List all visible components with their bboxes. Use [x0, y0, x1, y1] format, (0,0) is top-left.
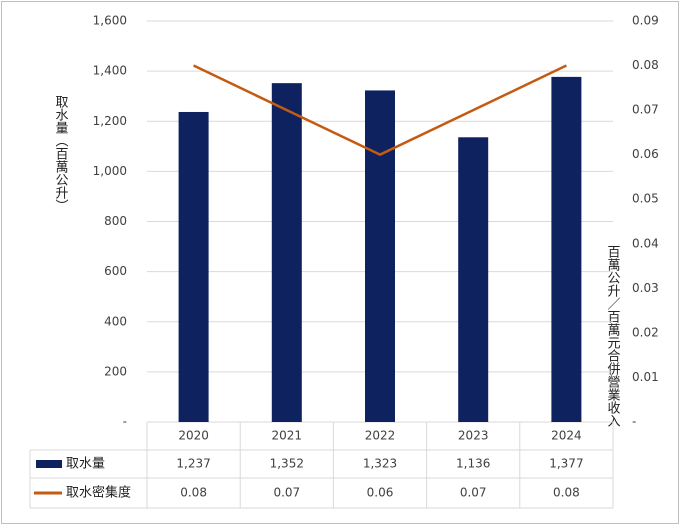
table-value: 0.07 [273, 486, 300, 500]
y2-tick-label: 0.04 [632, 236, 659, 250]
bar [178, 111, 209, 423]
y-tick-label: 1,000 [93, 164, 127, 178]
y-axis-title: 取水量（百萬公升） [53, 95, 69, 212]
y-tick-label: 1,400 [93, 64, 127, 78]
x-tick-label: 2020 [178, 429, 209, 443]
y2-tick-label: 0.09 [632, 14, 659, 28]
table-value: 0.08 [180, 486, 207, 500]
line [193, 64, 567, 157]
bar [551, 76, 582, 422]
y2-tick-label: 0.06 [632, 147, 659, 161]
table-value: 0.06 [367, 486, 394, 500]
y2-tick-label: 0.07 [632, 103, 659, 117]
y2-tick-label: - [632, 415, 636, 429]
y2-tick-label: 0.05 [632, 192, 659, 206]
bar [271, 83, 302, 422]
x-tick-label: 2022 [365, 429, 396, 443]
y-tick-label: 200 [104, 364, 127, 378]
x-tick-label: 2021 [272, 429, 303, 443]
y2-tick-label: 0.03 [632, 281, 659, 295]
table-value: 1,237 [176, 457, 210, 471]
y-tick-label: 800 [104, 214, 127, 228]
y-tick-label: - [123, 415, 127, 429]
y-tick-label: 400 [104, 314, 127, 328]
table-value: 1,136 [456, 457, 490, 471]
y-tick-label: 1,600 [93, 14, 127, 28]
bar [365, 90, 395, 422]
y2-axis-title: 百萬公升／百萬元合併營業收入 [605, 245, 621, 427]
x-tick-label: 2023 [458, 429, 489, 443]
table-value: 0.07 [460, 486, 487, 500]
bar [458, 137, 489, 423]
y-tick-label: 600 [104, 264, 127, 278]
legend-label: 取水密集度 [66, 485, 131, 501]
legend-swatch [36, 460, 62, 468]
y2-tick-label: 0.02 [632, 325, 659, 339]
legend-label: 取水量 [66, 457, 105, 472]
table-value: 1,352 [270, 457, 304, 471]
y-tick-label: 1,200 [93, 114, 127, 128]
table-value: 0.08 [553, 486, 580, 500]
table-value: 1,377 [549, 457, 583, 471]
y2-tick-label: 0.01 [632, 370, 659, 384]
table-value: 1,323 [363, 457, 397, 471]
x-tick-label: 2024 [551, 429, 582, 443]
y2-tick-label: 0.08 [632, 58, 659, 72]
